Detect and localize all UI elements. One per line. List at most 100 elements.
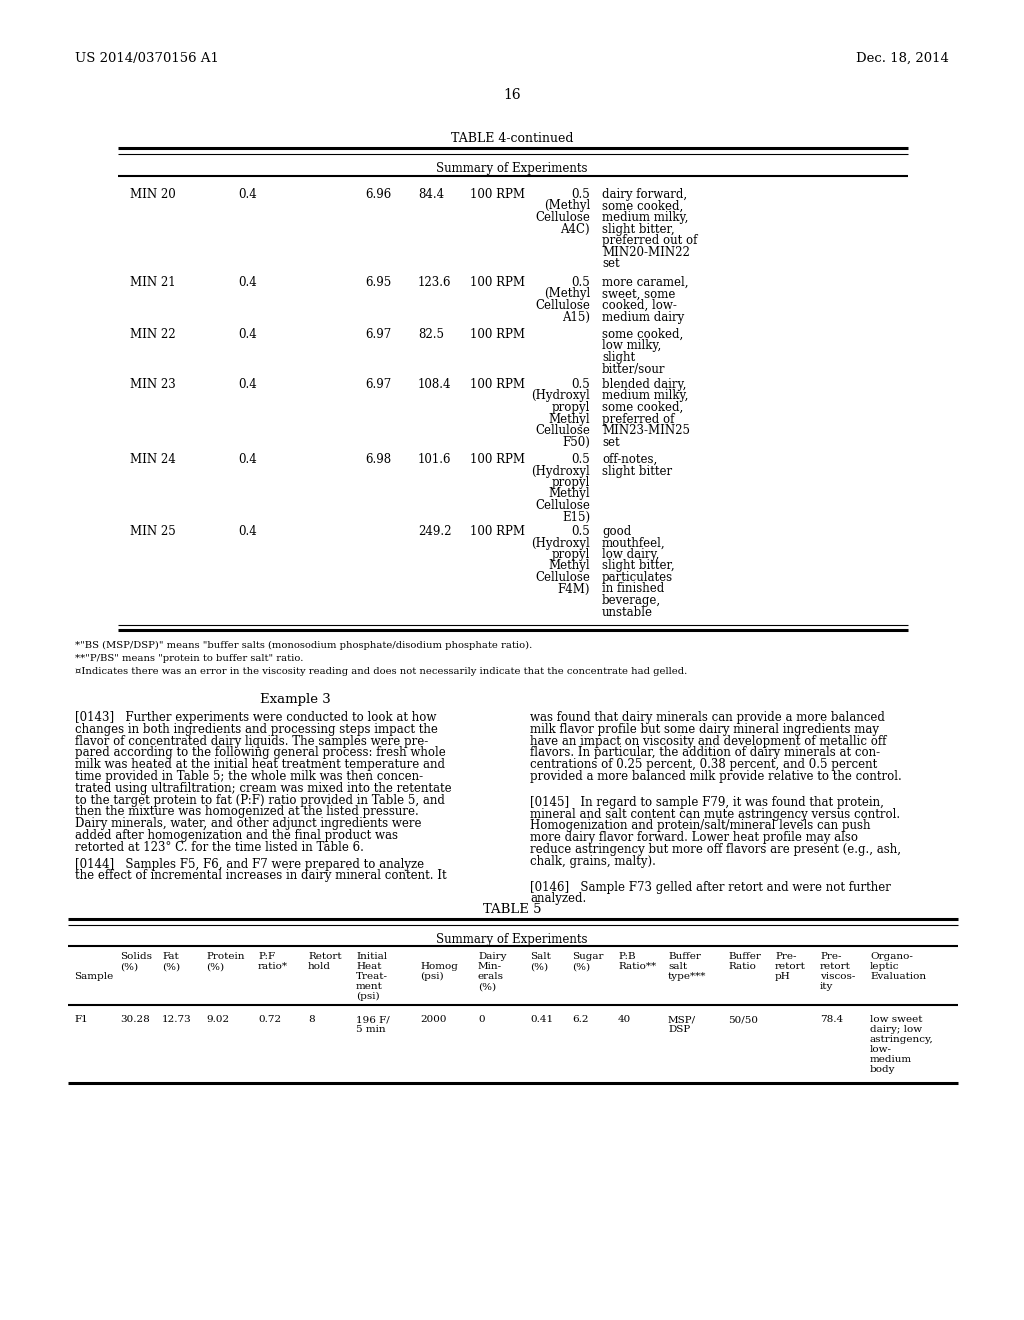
Text: was found that dairy minerals can provide a more balanced: was found that dairy minerals can provid… — [530, 711, 885, 723]
Text: MIN 20: MIN 20 — [130, 187, 176, 201]
Text: US 2014/0370156 A1: US 2014/0370156 A1 — [75, 51, 219, 65]
Text: [0146]   Sample F73 gelled after retort and were not further: [0146] Sample F73 gelled after retort an… — [530, 880, 891, 894]
Text: astringency,: astringency, — [870, 1035, 934, 1044]
Text: 0.5: 0.5 — [571, 187, 590, 201]
Text: have an impact on viscosity and development of metallic off: have an impact on viscosity and developm… — [530, 735, 887, 747]
Text: Summary of Experiments: Summary of Experiments — [436, 933, 588, 946]
Text: leptic: leptic — [870, 962, 899, 972]
Text: P:F: P:F — [258, 952, 275, 961]
Text: preferred of: preferred of — [602, 412, 675, 425]
Text: Dec. 18, 2014: Dec. 18, 2014 — [856, 51, 949, 65]
Text: bitter/sour: bitter/sour — [602, 363, 666, 375]
Text: retort: retort — [820, 962, 851, 972]
Text: 6.95: 6.95 — [365, 276, 391, 289]
Text: Min-: Min- — [478, 962, 502, 972]
Text: the effect of incremental increases in dairy mineral content. It: the effect of incremental increases in d… — [75, 870, 446, 882]
Text: in finished: in finished — [602, 582, 665, 595]
Text: Fat: Fat — [162, 952, 179, 961]
Text: 0.72: 0.72 — [258, 1015, 282, 1024]
Text: (Hydroxyl: (Hydroxyl — [531, 536, 590, 549]
Text: ment: ment — [356, 982, 383, 991]
Text: dairy forward,: dairy forward, — [602, 187, 687, 201]
Text: slight: slight — [602, 351, 635, 364]
Text: Evaluation: Evaluation — [870, 973, 926, 981]
Text: A15): A15) — [562, 310, 590, 323]
Text: 0.4: 0.4 — [238, 187, 257, 201]
Text: milk was heated at the initial heat treatment temperature and: milk was heated at the initial heat trea… — [75, 758, 445, 771]
Text: 101.6: 101.6 — [418, 453, 452, 466]
Text: Protein: Protein — [206, 952, 245, 961]
Text: MIN 21: MIN 21 — [130, 276, 176, 289]
Text: 249.2: 249.2 — [418, 525, 452, 539]
Text: MSP/: MSP/ — [668, 1015, 696, 1024]
Text: Example 3: Example 3 — [260, 693, 331, 706]
Text: time provided in Table 5; the whole milk was then concen-: time provided in Table 5; the whole milk… — [75, 770, 423, 783]
Text: TABLE 5: TABLE 5 — [482, 903, 542, 916]
Text: sweet, some: sweet, some — [602, 288, 676, 301]
Text: provided a more balanced milk provide relative to the control.: provided a more balanced milk provide re… — [530, 770, 902, 783]
Text: trated using ultrafiltration; cream was mixed into the retentate: trated using ultrafiltration; cream was … — [75, 781, 452, 795]
Text: [0145]   In regard to sample F79, it was found that protein,: [0145] In regard to sample F79, it was f… — [530, 796, 884, 809]
Text: to the target protein to fat (P:F) ratio provided in Table 5, and: to the target protein to fat (P:F) ratio… — [75, 793, 444, 807]
Text: Salt: Salt — [530, 952, 551, 961]
Text: 30.28: 30.28 — [120, 1015, 150, 1024]
Text: (%): (%) — [120, 962, 138, 972]
Text: Organo-: Organo- — [870, 952, 912, 961]
Text: 100 RPM: 100 RPM — [470, 187, 525, 201]
Text: 0.5: 0.5 — [571, 525, 590, 539]
Text: Retort: Retort — [308, 952, 342, 961]
Text: 196 F/: 196 F/ — [356, 1015, 390, 1024]
Text: MIN 23: MIN 23 — [130, 378, 176, 391]
Text: MIN 25: MIN 25 — [130, 525, 176, 539]
Text: mineral and salt content can mute astringency versus control.: mineral and salt content can mute astrin… — [530, 808, 900, 821]
Text: retort: retort — [775, 962, 806, 972]
Text: 84.4: 84.4 — [418, 187, 444, 201]
Text: 12.73: 12.73 — [162, 1015, 191, 1024]
Text: *"BS (MSP/DSP)" means "buffer salts (monosodium phosphate/disodium phosphate rat: *"BS (MSP/DSP)" means "buffer salts (mon… — [75, 642, 532, 651]
Text: flavors. In particular, the addition of dairy minerals at con-: flavors. In particular, the addition of … — [530, 746, 880, 759]
Text: Summary of Experiments: Summary of Experiments — [436, 162, 588, 176]
Text: slight bitter,: slight bitter, — [602, 560, 675, 573]
Text: F50): F50) — [562, 436, 590, 449]
Text: (%): (%) — [206, 962, 224, 972]
Text: Methyl: Methyl — [549, 487, 590, 500]
Text: Cellulose: Cellulose — [536, 300, 590, 312]
Text: DSP: DSP — [668, 1026, 690, 1034]
Text: (%): (%) — [572, 962, 590, 972]
Text: MIN20-MIN22: MIN20-MIN22 — [602, 246, 690, 259]
Text: added after homogenization and the final product was: added after homogenization and the final… — [75, 829, 398, 842]
Text: F4M): F4M) — [557, 582, 590, 595]
Text: 6.2: 6.2 — [572, 1015, 589, 1024]
Text: Ratio**: Ratio** — [618, 962, 656, 972]
Text: hold: hold — [308, 962, 331, 972]
Text: medium: medium — [870, 1055, 912, 1064]
Text: 108.4: 108.4 — [418, 378, 452, 391]
Text: low sweet: low sweet — [870, 1015, 923, 1024]
Text: unstable: unstable — [602, 606, 653, 619]
Text: Methyl: Methyl — [549, 412, 590, 425]
Text: 6.97: 6.97 — [365, 378, 391, 391]
Text: (Hydroxyl: (Hydroxyl — [531, 389, 590, 403]
Text: 5 min: 5 min — [356, 1026, 386, 1034]
Text: pared according to the following general process: fresh whole: pared according to the following general… — [75, 746, 445, 759]
Text: A4C): A4C) — [560, 223, 590, 235]
Text: 100 RPM: 100 RPM — [470, 453, 525, 466]
Text: F1: F1 — [74, 1015, 88, 1024]
Text: particulates: particulates — [602, 572, 673, 583]
Text: more dairy flavor forward. Lower heat profile may also: more dairy flavor forward. Lower heat pr… — [530, 832, 858, 845]
Text: 50/50: 50/50 — [728, 1015, 758, 1024]
Text: 100 RPM: 100 RPM — [470, 525, 525, 539]
Text: 0.4: 0.4 — [238, 327, 257, 341]
Text: E15): E15) — [562, 511, 590, 524]
Text: slight bitter: slight bitter — [602, 465, 672, 478]
Text: MIN 22: MIN 22 — [130, 327, 176, 341]
Text: Pre-: Pre- — [775, 952, 797, 961]
Text: [0144]   Samples F5, F6, and F7 were prepared to analyze: [0144] Samples F5, F6, and F7 were prepa… — [75, 858, 424, 871]
Text: 100 RPM: 100 RPM — [470, 378, 525, 391]
Text: propyl: propyl — [552, 401, 590, 414]
Text: (Methyl: (Methyl — [544, 199, 590, 213]
Text: type***: type*** — [668, 973, 707, 981]
Text: some cooked,: some cooked, — [602, 401, 683, 414]
Text: Initial: Initial — [356, 952, 387, 961]
Text: medium dairy: medium dairy — [602, 310, 684, 323]
